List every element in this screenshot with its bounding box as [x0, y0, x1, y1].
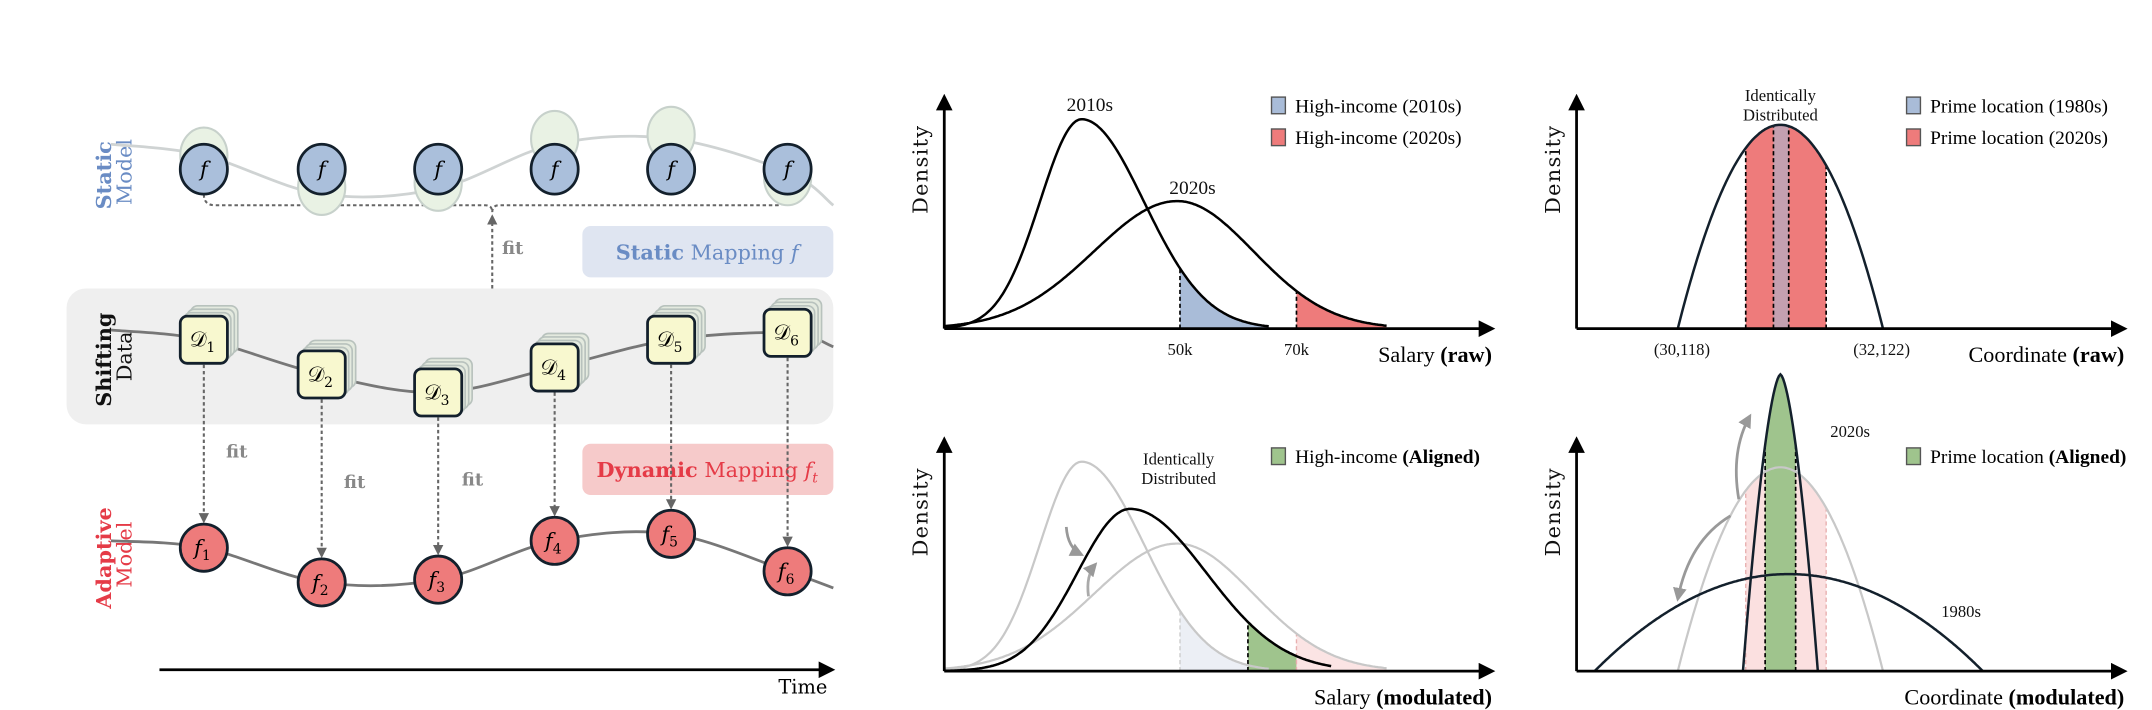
- static-model-node: [296, 142, 347, 196]
- area-faded-2020s: [1296, 633, 1387, 672]
- data-node-label: 𝒟3: [424, 380, 449, 409]
- data-node: [178, 314, 229, 365]
- static-model-node: [762, 142, 813, 196]
- legend-label: High-income (Aligned): [1295, 447, 1480, 468]
- left-panel: Static Model Shifting Data Adaptive Mode…: [66, 105, 836, 698]
- tick-right: (32,122): [1853, 340, 1910, 359]
- y-axis-label: Density: [1541, 467, 1565, 556]
- x-axis-label: Coordinate (modulated): [1904, 684, 2124, 709]
- static-fit-label: fit: [502, 238, 524, 259]
- shifting-data-nodes: 𝒟1 𝒟2 𝒟3 𝒟4 𝒟5 𝒟6: [178, 298, 823, 418]
- shift-arrow-down: [1673, 514, 1732, 602]
- legend-label: High-income (2010s): [1295, 96, 1462, 117]
- static-model-node: [646, 142, 697, 196]
- curve-2010s: [944, 118, 1269, 329]
- data-node-label: 𝒟6: [773, 321, 798, 350]
- curve-raw-faded: [1676, 466, 1885, 672]
- curve-2020s-faded: [944, 542, 1387, 670]
- curve-2010s-faded: [944, 460, 1269, 672]
- fit-label: fit: [226, 442, 248, 463]
- adaptive-model-label: Adaptive Model: [91, 501, 137, 610]
- curve-raw: [1676, 123, 1885, 329]
- data-node-label: 𝒟1: [190, 328, 215, 357]
- tick-70k: 70k: [1284, 340, 1310, 359]
- adaptive-model-node: [296, 557, 347, 608]
- x-axis-label: Salary (raw): [1378, 342, 1492, 367]
- legend-swatch: [1905, 447, 1922, 466]
- fit-label: fit: [462, 469, 484, 490]
- static-model-node: [413, 142, 464, 196]
- static-fit-bracket: [202, 194, 789, 213]
- label-1980s: 1980s: [1941, 602, 1981, 621]
- adaptive-model-node: [762, 546, 813, 597]
- x-axis-label: Coordinate (raw): [1968, 342, 2124, 367]
- data-node: [762, 307, 813, 358]
- shifting-data-label: Shifting Data: [91, 306, 137, 407]
- x-axis-label: Salary (modulated): [1314, 684, 1492, 709]
- area-high-income-2020s: [1296, 291, 1387, 329]
- annotation-line2: Distributed: [1141, 469, 1216, 488]
- shifting-data-band: [66, 288, 834, 425]
- legend-swatch: [1270, 447, 1287, 466]
- dynamic-mapping-label: Dynamic Mapping ft: [597, 457, 819, 487]
- legend-swatch: [1270, 128, 1287, 147]
- legend-swatch: [1270, 96, 1287, 115]
- time-axis-label: Time: [778, 675, 827, 698]
- area-prime-location-aligned: [1765, 374, 1796, 672]
- y-axis-label: Density: [1541, 124, 1565, 213]
- legend-label: Prime location (2020s): [1930, 128, 2108, 149]
- label-2020s: 2020s: [1830, 422, 1870, 441]
- legend-label: Prime location (1980s): [1930, 96, 2108, 117]
- tick-50k: 50k: [1168, 340, 1194, 359]
- data-node: [529, 342, 580, 393]
- curve-2020s: [944, 199, 1387, 328]
- curve-1980s: [1593, 572, 1984, 673]
- shift-arrow-down: [1064, 526, 1085, 556]
- static-mapping-label: Static Mapping f: [616, 239, 802, 264]
- legend-label: High-income (2020s): [1295, 128, 1462, 149]
- data-node: [296, 349, 347, 400]
- legend-swatch: [1905, 128, 1922, 147]
- static-model-node: [529, 142, 580, 196]
- data-node-label: 𝒟4: [541, 355, 567, 384]
- adaptive-model-node: [413, 554, 464, 605]
- data-node: [413, 367, 464, 418]
- tick-left: (30,118): [1654, 340, 1710, 359]
- static-mapping-box: [582, 226, 834, 278]
- curve-aligned: [944, 507, 1332, 673]
- static-model-label: Static Model: [91, 135, 137, 210]
- y-axis-label: Density: [909, 467, 933, 556]
- legend-label: Prime location (Aligned): [1930, 447, 2126, 468]
- annotation-line2: Distributed: [1743, 106, 1818, 125]
- label-2010s: 2010s: [1067, 95, 1113, 116]
- area-prime-location-1980s: [1773, 124, 1789, 329]
- data-node-label: 𝒟5: [657, 328, 682, 357]
- annotation-line1: Identically: [1143, 450, 1215, 469]
- label-2020s: 2020s: [1169, 178, 1215, 199]
- area-faded-2010s: [1179, 610, 1248, 672]
- data-node: [646, 314, 697, 365]
- charts: Density Salary (raw) 2010s 2020s 50k 70k High-…: [909, 86, 2128, 709]
- curve-2020s: [1741, 372, 1820, 672]
- adaptive-model-node: [529, 515, 580, 566]
- dynamic-mapping-box: [582, 443, 834, 496]
- legend-swatch: [1905, 96, 1922, 115]
- adaptive-model-node: [646, 508, 697, 559]
- data-node-label: 𝒟2: [308, 362, 333, 391]
- shift-arrow-up: [1734, 413, 1752, 500]
- static-model-node: [178, 142, 229, 196]
- adaptive-model-node: [178, 522, 229, 573]
- shift-arrow-up: [1082, 562, 1098, 597]
- annotation-line1: Identically: [1745, 86, 1817, 105]
- y-axis-label: Density: [909, 124, 933, 213]
- fit-label: fit: [344, 472, 366, 493]
- area-high-income-2010s: [1179, 268, 1269, 329]
